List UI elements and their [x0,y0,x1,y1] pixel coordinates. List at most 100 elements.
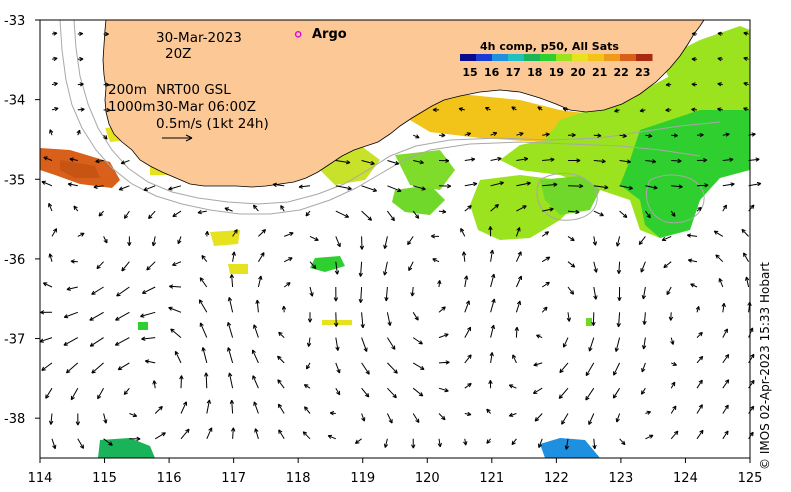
current-arrow-icon [199,322,208,338]
current-arrow-icon [438,133,446,138]
current-arrow-icon [66,286,78,291]
current-arrow-icon [69,157,78,162]
current-arrow-icon [508,384,517,389]
current-arrow-icon [335,362,341,374]
current-arrow-icon [413,160,424,165]
current-arrow-icon [361,185,378,192]
current-arrow-icon [168,185,182,191]
current-arrow-icon [95,158,104,164]
current-arrow-icon [284,232,294,237]
current-arrow-icon [228,372,234,389]
current-arrow-icon [567,209,580,215]
current-arrow-icon [567,235,575,242]
current-arrow-icon [408,261,414,271]
current-arrow-icon [696,404,703,414]
current-arrow-icon [588,413,595,425]
current-arrow-icon [361,387,370,398]
current-arrow-icon [118,185,130,191]
current-arrow-icon [561,413,569,425]
current-arrow-icon [48,253,53,262]
colorbar-swatch [476,54,493,61]
current-arrow-icon [177,236,182,245]
current-arrow-icon [387,362,398,374]
current-arrow-icon [116,286,130,297]
colorbar-swatch [460,54,477,61]
argo-float-icon [294,31,302,38]
contour-1000-label: 1000m [108,99,156,115]
current-arrow-icon [541,306,548,313]
current-arrow-icon [722,204,727,212]
current-arrow-icon [464,354,472,364]
current-arrow-icon [335,185,352,191]
current-arrow-icon [123,210,130,219]
current-arrow-icon [254,428,259,439]
current-arrow-icon [180,428,190,440]
colorbar-swatch [588,54,605,61]
current-arrow-icon [309,235,319,241]
current-arrow-icon [542,182,558,187]
current-arrow-icon [129,436,141,442]
current-arrow-icon [77,232,85,237]
x-tick-label: 122 [544,471,569,486]
current-arrow-icon [619,210,628,218]
current-arrow-icon [226,321,234,338]
current-arrow-icon [172,261,182,266]
current-arrow-icon [645,133,653,138]
current-arrow-icon [76,129,81,136]
current-arrow-icon [51,81,58,87]
y-tick-label: -33 [4,14,25,29]
current-arrow-icon [432,107,440,113]
current-arrow-icon [670,210,676,217]
colorbar-label: 18 [527,66,542,79]
x-tick-label: 120 [415,471,440,486]
current-arrow-icon [51,31,58,36]
current-arrow-icon [120,160,130,165]
colorbar-swatch [556,54,573,61]
current-arrow-icon [412,362,425,370]
time-label: 20Z [165,46,191,62]
current-arrow-icon [140,311,156,318]
current-arrow-icon [542,132,550,137]
current-arrow-icon [722,353,730,364]
current-arrow-icon [334,261,340,275]
current-arrow-icon [141,286,156,294]
current-arrow-icon [616,261,622,275]
current-arrow-icon [180,401,187,414]
current-arrow-icon [412,312,419,321]
current-arrow-icon [696,158,708,163]
current-arrow-icon [204,230,210,237]
australia-landmass [102,19,705,188]
current-arrow-icon [748,405,755,414]
y-tick-label: -34 [4,94,25,109]
current-arrow-icon [43,156,53,161]
current-arrow-icon [41,362,53,371]
current-arrow-icon [335,236,341,248]
current-arrow-icon [103,236,108,244]
x-tick-label: 121 [479,471,504,486]
current-arrow-icon [490,324,495,338]
current-arrow-icon [277,403,285,414]
current-arrow-icon [671,158,682,164]
current-arrow-icon [516,132,524,137]
current-arrow-icon [304,406,311,414]
current-arrow-icon [438,306,446,313]
bathymetry-contours [59,19,721,224]
current-arrow-icon [541,256,551,263]
current-arrow-icon [713,230,724,237]
current-arrow-icon [103,413,108,424]
current-arrow-icon [490,298,496,313]
current-arrow-icon [464,382,472,389]
colorbar-title: 4h comp, p50, All Sats [480,40,619,53]
current-arrow-icon [51,107,59,112]
current-arrow-icon [413,134,420,139]
current-arrow-icon [77,107,85,112]
current-arrow-icon [593,210,604,217]
current-arrow-icon [671,133,678,138]
current-arrow-icon [148,210,156,220]
current-arrow-icon [77,82,84,87]
current-arrow-icon [413,185,426,191]
current-arrow-icon [541,281,550,288]
current-arrow-icon [512,354,517,364]
current-arrow-icon [232,229,238,237]
current-arrow-icon [486,408,491,414]
